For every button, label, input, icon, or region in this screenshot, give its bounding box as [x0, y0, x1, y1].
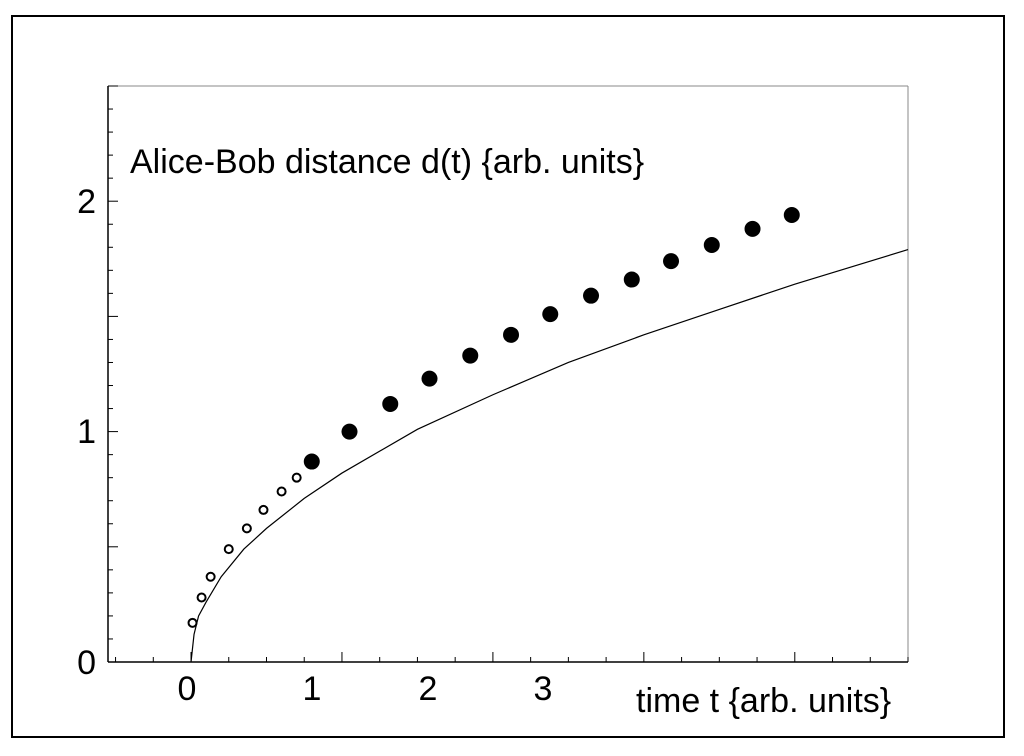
y-tick-label-2: 2: [77, 183, 96, 221]
large-data-point: [341, 423, 358, 440]
small-data-point: [291, 472, 302, 483]
large-data-point: [583, 287, 600, 304]
small-data-point: [205, 571, 216, 582]
large-data-point: [542, 306, 559, 323]
series-large-points: [303, 207, 800, 470]
large-data-point: [623, 271, 640, 288]
large-data-point: [382, 395, 399, 412]
large-data-point: [663, 253, 680, 270]
x-axis-label: time t {arb. units}: [636, 682, 891, 720]
x-tick-label-0: 0: [178, 670, 197, 708]
series-small-points: [187, 472, 302, 628]
small-data-point: [258, 504, 269, 515]
small-data-point: [196, 592, 207, 603]
x-axis-ticks: [115, 652, 909, 662]
large-data-point: [703, 236, 720, 253]
x-tick-label-3: 3: [534, 670, 553, 708]
y-tick-label-0: 0: [77, 644, 96, 682]
small-data-point: [241, 523, 252, 534]
y-axis-ticks: [108, 85, 118, 663]
large-data-point: [503, 326, 520, 343]
y-tick-label-1: 1: [77, 413, 96, 451]
small-data-point: [223, 544, 234, 555]
chart-title: Alice-Bob distance d(t) {arb. units}: [130, 143, 644, 181]
fitted-curve: [190, 249, 909, 663]
large-data-point: [783, 207, 800, 224]
large-data-point: [744, 220, 761, 237]
small-data-point: [276, 486, 287, 497]
large-data-point: [462, 347, 479, 364]
figure-border: [11, 15, 1005, 738]
large-data-point: [421, 370, 438, 387]
small-data-point: [187, 617, 198, 628]
x-tick-label-2: 2: [419, 670, 438, 708]
x-tick-label-1: 1: [303, 670, 322, 708]
large-data-point: [303, 453, 320, 470]
